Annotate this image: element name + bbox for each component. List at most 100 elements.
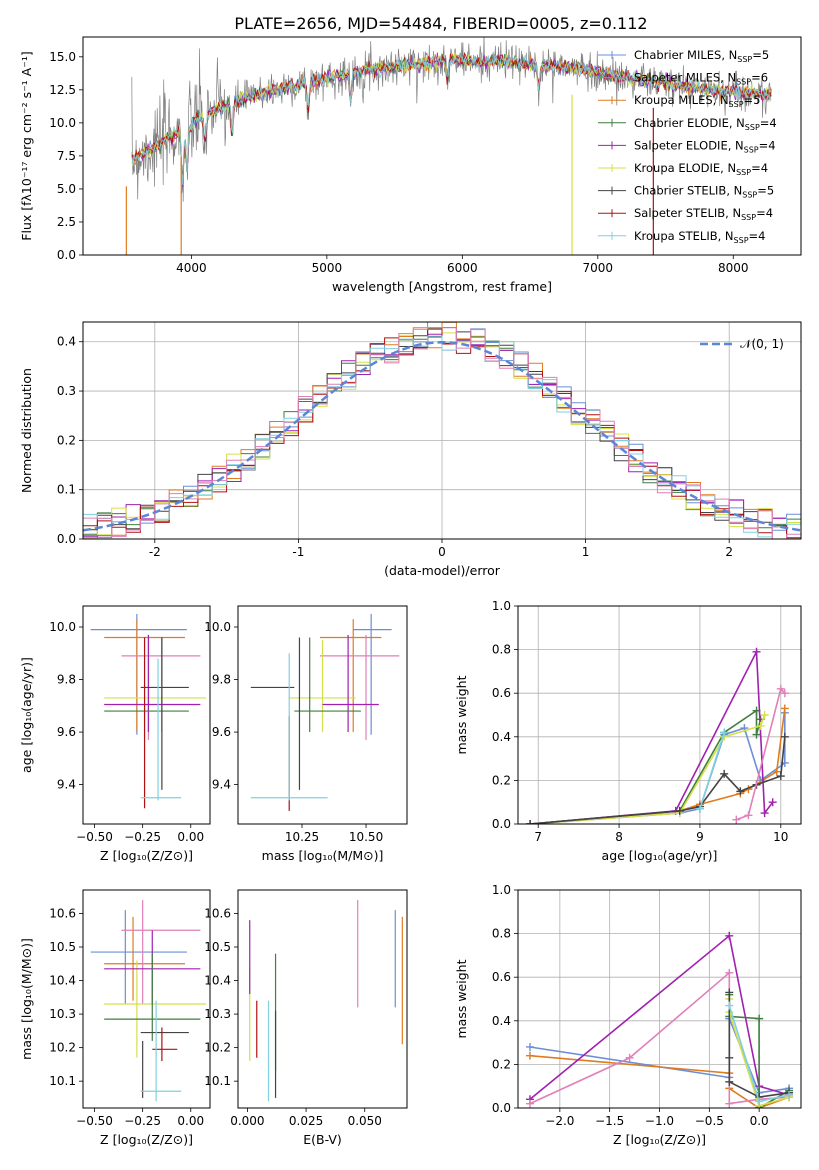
weight-marker [776,772,785,781]
y-tick-label: 9.8 [212,673,231,687]
y-tick-label: 10.1 [204,1074,231,1088]
legend-entry: Salpeter STELIB, NSSP=4 [634,206,773,222]
y-tick-label: 0.4 [492,1014,511,1028]
y-tick-label: 10.6 [204,906,231,920]
data-point [104,960,207,1058]
x-tick-label: -1 [292,545,304,559]
x-tick-label: −0.25 [124,830,161,844]
legend-entry-sub: SSP [742,191,757,200]
x-tick-label: −0.5 [695,1114,724,1128]
weight-marker [526,820,535,824]
weight-marker [725,931,734,940]
weight-series-line [699,732,725,809]
legend-entry: Kroupa ELODIE, NSSP=4 [634,161,768,177]
plot-frame [237,605,408,825]
weight-marker [725,1001,734,1010]
legend-entry: Salpeter ELODIE, NSSP=4 [634,138,776,154]
spectrum-lines [125,37,772,255]
data-point [104,637,189,733]
weight-series-line [530,714,766,824]
figure-title: PLATE=2656, MJD=54484, FIBERID=0005, z=0… [234,14,647,33]
legend-entry-label: Kroupa STELIB, N [634,229,734,243]
x-tick-label: 0.000 [230,1114,264,1128]
data-point [140,637,189,790]
mass-vs-ebv-panel: 0.000 0.025 0.050 10.1 10.2 10.3 10.4 10.5 10.6 E… [204,889,408,1147]
y-tick-label: 0.2 [492,773,511,787]
x-axis-label: Z [log₁₀(Z/Z⊙)] [613,1132,706,1147]
x-tick-label: 0.00 [177,830,204,844]
legend-entry-label: Chabrier STELIB, N [634,184,742,198]
y-tick-label: 10.0 [204,620,231,634]
weight-marker [720,769,729,778]
weight-lines [525,931,794,1108]
data-point [353,613,392,735]
mass-vs-z-panel: −0.50 −0.25 0.00 10.1 10.2 10.3 10.4 10.5 10.6 Z … [19,889,211,1147]
weight-marker [725,1099,734,1108]
x-tick-label: 6000 [447,261,478,275]
data-point [250,653,328,801]
data-point [322,634,379,733]
y-tick-label: 0.8 [492,927,511,941]
weight-marker [695,804,704,813]
x-tick-label: 0.0 [750,1114,769,1128]
y-tick-label: 12.5 [49,83,76,97]
x-tick-label: −1.0 [645,1114,674,1128]
legend-entry-suffix: =4 [760,116,777,130]
legend-entry-suffix: =4 [756,206,773,220]
legend-entry-suffix: =6 [751,71,768,85]
residual-histogram [83,327,801,539]
x-axis-label: Z [log₁₀(Z/Z⊙)] [100,1132,193,1147]
weight-series-line [530,648,774,824]
y-axis-label: mass weight [454,959,469,1038]
legend-entry: Kroupa STELIB, NSSP=4 [634,229,765,245]
weight-marker [752,647,761,656]
legend-entry-sub: SSP [745,123,760,132]
legend-entry-label: Chabrier ELODIE, N [634,116,745,130]
legend-entry: 𝒩(0, 1) [740,337,784,351]
legend-entry-suffix: =5 [752,48,769,62]
data-point [140,1031,189,1098]
y-tick-label: 7.5 [57,149,76,163]
weight-series-line [530,712,786,824]
weight-marker [755,1097,764,1106]
x-tick-label: 10 [773,830,788,844]
y-tick-label: 0.0 [492,1101,511,1115]
y-tick-label: 0.8 [492,643,511,657]
legend-entry-label: Salpeter ELODIE, N [634,138,744,152]
weight-marker [776,684,785,693]
plot-frame [82,36,802,256]
data-point [121,900,201,1005]
weight-marker [752,730,761,739]
legend-entry-sub: SSP [729,100,744,109]
y-axis-label: Normed distribution [19,368,34,493]
x-tick-label: 0.050 [348,1114,382,1128]
weight-marker [725,1077,734,1086]
legend-entry: Kroupa MILES, NSSP=5 [634,93,760,109]
weight-marker [725,968,734,977]
legend-entry-suffix: =5 [757,184,774,198]
x-axis-label: (data-model)/error [384,563,501,578]
weight-marker [720,728,729,737]
data-point [319,619,382,733]
spectrum-panel: 4000 5000 6000 7000 8000 0.0 2.5 5.0 7.5 10.0 12.5… [19,36,802,294]
age-vs-z-panel: −0.50 −0.25 0.00 9.4 9.6 9.8 10.0 Z [log₁₀(Z/Z⊙… [19,605,211,863]
y-tick-label: 9.8 [57,673,76,687]
weight-series-line [736,687,786,821]
data-point [90,613,187,735]
plot-frame [82,321,802,540]
weight-marker [732,815,741,824]
weight-marker [736,787,745,796]
weight-marker [625,1053,634,1062]
residual-legend: 𝒩(0, 1) [700,337,784,351]
legend-entry-label: Salpeter STELIB, N [634,206,741,220]
weight-lines [526,647,789,824]
x-tick-label: 2 [725,545,733,559]
legend-entry: Chabrier MILES, NSSP=5 [634,48,769,64]
weight-marker [725,988,734,997]
y-tick-label: 15.0 [49,50,76,64]
weight-marker [525,1099,534,1108]
weight-marker [760,809,769,818]
y-tick-label: 0.0 [492,817,511,831]
